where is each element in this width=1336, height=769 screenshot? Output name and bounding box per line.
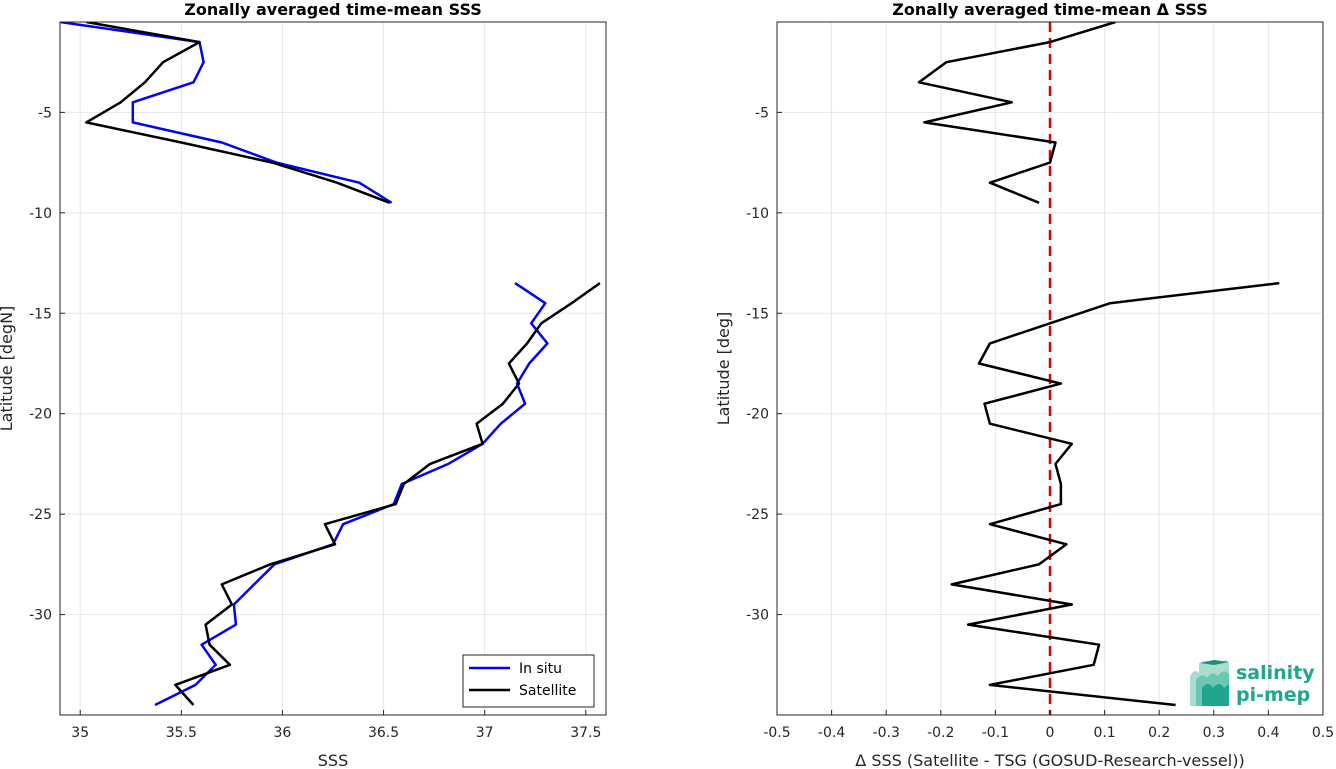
left-y-axis-label: Latitude [degN] <box>0 306 16 432</box>
delta-sss-series-line <box>950 281 1280 707</box>
logo-text-salinity: salinity <box>1236 662 1315 684</box>
right-series-layer <box>917 22 1280 707</box>
in-situ-series-line <box>154 282 549 707</box>
in-situ-series-line <box>60 22 393 204</box>
x-tick-label: 37 <box>476 725 494 741</box>
legend-label-satellite: Satellite <box>519 683 576 699</box>
satellite-series-line <box>85 22 391 204</box>
y-tick-label: -10 <box>746 206 769 222</box>
left-tick-labels: 35 35.5 36 36.5 37 37.5 -5 -10 -15 -20 -25 -30 <box>29 105 601 741</box>
logo-text-pi-mep: pi-mep <box>1236 684 1310 706</box>
y-tick-label: -30 <box>29 608 52 624</box>
salinity-pi-mep-logo: salinity pi-mep <box>1190 660 1315 706</box>
left-gridlines <box>60 22 606 715</box>
x-tick-label: 0.1 <box>1093 725 1115 741</box>
y-tick-label: -10 <box>29 206 52 222</box>
left-axes-frame <box>59 21 607 716</box>
x-tick-label: -0.2 <box>927 725 954 741</box>
left-chart-title: Zonally averaged time-mean SSS <box>184 0 482 19</box>
left-chart-panel: 35 35.5 36 36.5 37 37.5 -5 -10 -15 -20 -25 -30 Zona… <box>0 0 607 769</box>
x-tick-label: 0.2 <box>1148 725 1170 741</box>
y-tick-label: -20 <box>29 407 52 423</box>
legend: In situ Satellite <box>462 654 595 708</box>
x-tick-label: 0.4 <box>1257 725 1279 741</box>
right-chart-panel: -0.5 -0.4 -0.3 -0.2 -0.1 0 0.1 0.2 0.3 0.4 0.5 -5 -1… <box>714 0 1334 769</box>
left-x-axis-label: SSS <box>318 751 348 769</box>
right-gridlines <box>776 22 1324 715</box>
legend-label-in-situ: In situ <box>519 661 562 677</box>
right-x-axis-label: Δ SSS (Satellite - TSG (GOSUD-Research-v… <box>855 751 1244 769</box>
x-tick-label: 35 <box>71 725 89 741</box>
left-plot-area <box>60 22 606 715</box>
right-tick-labels: -0.5 -0.4 -0.3 -0.2 -0.1 0 0.1 0.2 0.3 0.4 0.5 -5 -1… <box>746 105 1334 741</box>
y-tick-label: -25 <box>746 507 769 523</box>
x-tick-label: -0.4 <box>818 725 845 741</box>
x-tick-label: 0.3 <box>1203 725 1225 741</box>
left-series-layer <box>60 22 601 707</box>
y-tick-label: -30 <box>746 608 769 624</box>
y-tick-label: -15 <box>746 306 769 322</box>
x-tick-label: 35.5 <box>166 725 197 741</box>
y-tick-label: -15 <box>29 306 52 322</box>
right-chart-title: Zonally averaged time-mean Δ SSS <box>892 0 1208 19</box>
x-tick-label: 37.5 <box>570 725 601 741</box>
x-tick-label: 36.5 <box>368 725 399 741</box>
right-y-axis-label: Latitude [deg] <box>714 312 733 426</box>
legend-box <box>462 654 595 708</box>
y-tick-label: -5 <box>38 105 52 121</box>
y-tick-label: -5 <box>755 105 769 121</box>
delta-sss-series-line <box>917 22 1116 204</box>
x-tick-label: 0 <box>1046 725 1055 741</box>
x-tick-label: -0.5 <box>763 725 790 741</box>
x-tick-label: -0.1 <box>982 725 1009 741</box>
x-tick-label: 0.5 <box>1312 725 1334 741</box>
logo-wave-icon <box>1190 660 1229 706</box>
y-tick-label: -25 <box>29 507 52 523</box>
satellite-series-line <box>174 282 601 706</box>
y-tick-label: -20 <box>746 407 769 423</box>
x-tick-label: -0.3 <box>873 725 900 741</box>
x-tick-label: 36 <box>274 725 292 741</box>
